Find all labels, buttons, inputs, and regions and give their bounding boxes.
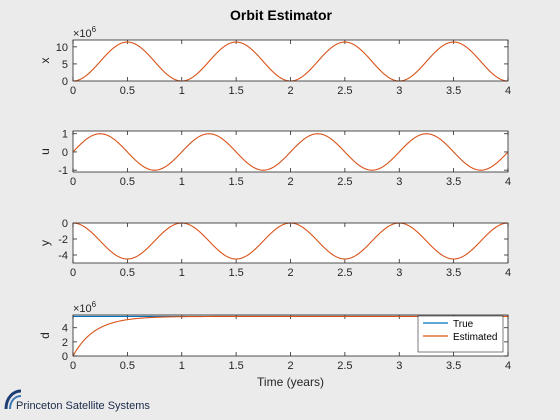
y-axis-label: d	[38, 332, 52, 339]
x-tick-label: 1	[179, 85, 185, 97]
x-tick-label: 0.5	[120, 85, 135, 97]
x-tick-label: 4	[505, 176, 511, 188]
x-tick-label: 0	[70, 267, 76, 279]
subplot-x: 0 0.5 1 1.5 2 2.5 3 3.5 4 0 5 10 x ×106	[38, 25, 511, 97]
x-tick-label: 2	[287, 360, 293, 372]
plot-area	[73, 223, 508, 263]
company-logo-icon	[4, 389, 22, 410]
y-axis-label: u	[38, 148, 52, 155]
y-tick-label: 0	[62, 147, 68, 159]
x-tick-label: 1	[179, 176, 185, 188]
x-tick-label: 3.5	[446, 176, 461, 188]
y-tick-label: 0	[62, 351, 68, 363]
x-tick-label: 4	[505, 85, 511, 97]
x-axis-label: Time (years)	[257, 375, 324, 389]
y-tick-label: 4	[62, 323, 68, 335]
exponent-power: 6	[92, 300, 97, 309]
x-tick-label: 1.5	[228, 85, 243, 97]
exponent-label: ×106	[73, 25, 97, 40]
y-tick-label: 5	[62, 59, 68, 71]
x-tick-label: 3	[396, 360, 402, 372]
axes-box	[72, 222, 509, 264]
x-tick-label: 3	[396, 176, 402, 188]
x-tick-label: 3.5	[446, 85, 461, 97]
x-tick-label: 1.5	[228, 176, 243, 188]
y-tick-label: -1	[58, 165, 68, 177]
exponent-power: 6	[92, 25, 97, 34]
y-tick-label: 2	[62, 337, 68, 349]
y-tick-label: 0	[62, 76, 68, 88]
y-tick-label: -4	[58, 250, 68, 262]
y-axis-label: y	[38, 240, 52, 246]
x-tick-label: 3	[396, 85, 402, 97]
figure-title: Orbit Estimator	[230, 7, 332, 23]
x-tick-label: 0.5	[120, 360, 135, 372]
y-tick-label: 10	[56, 42, 68, 54]
axes-box	[72, 130, 509, 173]
company-name: Princeton Satellite Systems	[16, 400, 150, 412]
exponent-label: ×106	[73, 300, 97, 315]
x-tick-label: 1	[179, 267, 185, 279]
y-axis-label: x	[38, 58, 52, 64]
x-tick-label: 4	[505, 267, 511, 279]
y-tick-label: 0	[62, 218, 68, 230]
x-tick-label: 3	[396, 267, 402, 279]
x-tick-label: 2	[287, 176, 293, 188]
x-tick-label: 2.5	[337, 267, 352, 279]
x-tick-label: 0	[70, 176, 76, 188]
legend-label: Estimated	[453, 332, 497, 343]
x-tick-label: 3.5	[446, 267, 461, 279]
legend-box	[417, 315, 504, 353]
x-tick-label: 1.5	[228, 360, 243, 372]
x-tick-label: 2.5	[337, 85, 352, 97]
x-tick-label: 0.5	[120, 176, 135, 188]
legend-label: True	[453, 319, 474, 330]
x-tick-label: 0	[70, 360, 76, 372]
axes-box	[72, 39, 509, 82]
x-tick-label: 2.5	[337, 176, 352, 188]
x-tick-label: 1.5	[228, 267, 243, 279]
x-tick-label: 2	[287, 85, 293, 97]
x-tick-label: 4	[505, 360, 511, 372]
y-tick-label: -2	[58, 234, 68, 246]
subplot-y: 0 0.5 1 1.5 2 2.5 3 3.5 4 0 -2 -4 y	[38, 218, 511, 279]
x-tick-label: 1	[179, 360, 185, 372]
x-tick-label: 0.5	[120, 267, 135, 279]
x-tick-label: 2.5	[337, 360, 352, 372]
axes-box	[72, 314, 509, 357]
x-tick-label: 0	[70, 85, 76, 97]
y-tick-label: 1	[62, 129, 68, 141]
series-line-u	[72, 133, 509, 171]
legend: True Estimated	[417, 315, 504, 353]
x-tick-label: 2	[287, 267, 293, 279]
x-tick-label: 3.5	[446, 360, 461, 372]
plot-area	[73, 40, 508, 81]
